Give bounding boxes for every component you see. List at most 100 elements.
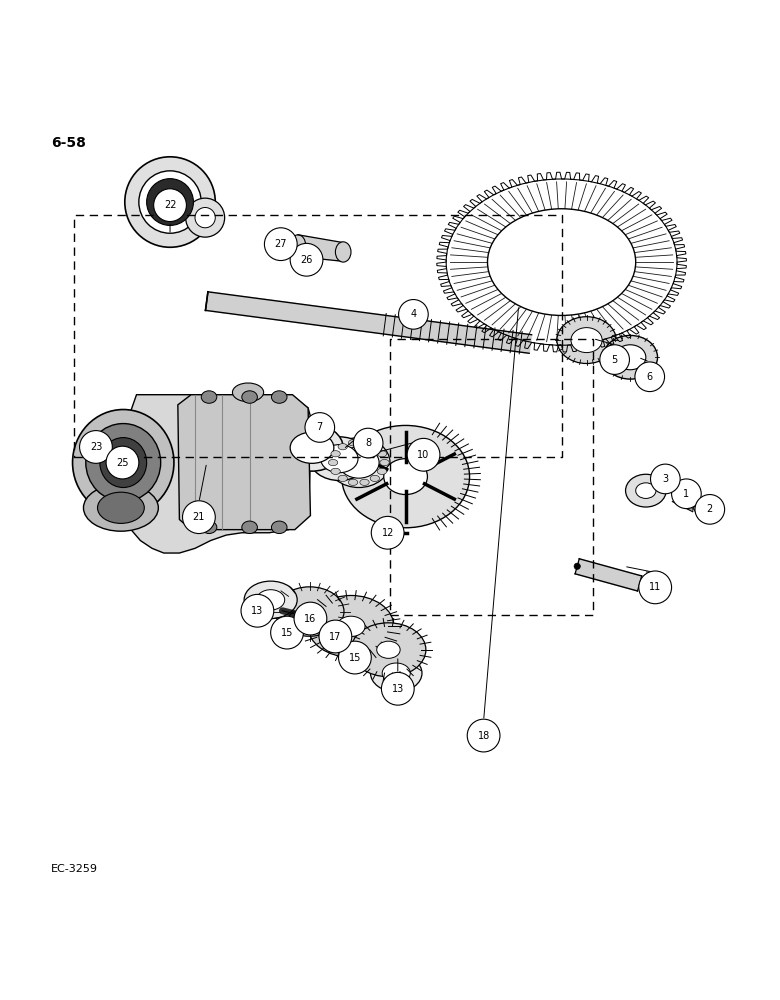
Ellipse shape	[377, 641, 400, 658]
Circle shape	[635, 362, 665, 392]
Text: 23: 23	[90, 442, 102, 452]
Ellipse shape	[201, 521, 217, 534]
Circle shape	[154, 189, 186, 222]
Polygon shape	[178, 395, 310, 530]
Ellipse shape	[125, 157, 215, 247]
Text: 1: 1	[683, 489, 690, 499]
Ellipse shape	[571, 328, 602, 353]
Text: 13: 13	[392, 684, 404, 694]
Ellipse shape	[86, 424, 161, 502]
Ellipse shape	[378, 451, 387, 457]
Circle shape	[264, 228, 297, 261]
Ellipse shape	[257, 590, 285, 610]
Polygon shape	[446, 179, 677, 345]
Ellipse shape	[73, 410, 174, 516]
Ellipse shape	[290, 432, 334, 463]
Text: 12: 12	[381, 528, 394, 538]
Ellipse shape	[195, 208, 215, 228]
Ellipse shape	[328, 459, 338, 466]
Ellipse shape	[281, 424, 343, 471]
Circle shape	[80, 431, 112, 463]
Text: 5: 5	[612, 355, 618, 365]
Ellipse shape	[370, 654, 422, 692]
Ellipse shape	[100, 438, 147, 488]
Text: 18: 18	[477, 731, 490, 741]
Text: 13: 13	[251, 606, 264, 616]
Polygon shape	[575, 559, 642, 591]
Ellipse shape	[271, 521, 287, 534]
Circle shape	[467, 719, 500, 752]
Text: 7: 7	[317, 422, 323, 432]
Circle shape	[339, 641, 371, 674]
Ellipse shape	[275, 587, 344, 636]
Circle shape	[600, 345, 629, 374]
Circle shape	[290, 243, 323, 276]
Text: 4: 4	[410, 309, 417, 319]
Ellipse shape	[342, 425, 470, 528]
Circle shape	[651, 464, 680, 494]
Ellipse shape	[382, 663, 410, 683]
Ellipse shape	[331, 468, 340, 474]
Ellipse shape	[557, 317, 616, 364]
Polygon shape	[693, 496, 718, 520]
Text: 26: 26	[300, 255, 313, 265]
Ellipse shape	[242, 521, 257, 534]
Ellipse shape	[626, 474, 666, 507]
Ellipse shape	[603, 335, 658, 379]
Ellipse shape	[370, 444, 380, 450]
Ellipse shape	[378, 468, 387, 474]
Ellipse shape	[147, 179, 193, 225]
Polygon shape	[298, 235, 343, 261]
Ellipse shape	[360, 440, 369, 446]
Polygon shape	[672, 491, 695, 512]
Ellipse shape	[321, 445, 358, 473]
Text: 16: 16	[304, 614, 317, 624]
Ellipse shape	[360, 479, 369, 485]
Circle shape	[241, 594, 274, 627]
Ellipse shape	[615, 345, 646, 370]
Text: 8: 8	[365, 438, 371, 448]
Circle shape	[407, 438, 440, 471]
Ellipse shape	[280, 233, 286, 239]
Ellipse shape	[232, 383, 264, 402]
Ellipse shape	[335, 242, 351, 262]
Polygon shape	[205, 292, 532, 353]
Ellipse shape	[636, 483, 656, 498]
Ellipse shape	[337, 616, 365, 636]
Ellipse shape	[83, 484, 158, 531]
Text: 15: 15	[349, 653, 361, 663]
Ellipse shape	[351, 623, 426, 677]
Text: 22: 22	[164, 200, 176, 210]
Circle shape	[271, 616, 303, 649]
Ellipse shape	[201, 391, 217, 403]
Ellipse shape	[126, 459, 136, 470]
Circle shape	[353, 428, 383, 458]
Ellipse shape	[338, 475, 347, 482]
Circle shape	[381, 672, 414, 705]
Circle shape	[672, 479, 701, 509]
Ellipse shape	[186, 198, 225, 237]
Ellipse shape	[574, 563, 580, 569]
Polygon shape	[121, 395, 312, 553]
Ellipse shape	[290, 235, 306, 257]
Text: 10: 10	[417, 450, 430, 460]
Text: 11: 11	[649, 582, 661, 592]
Text: 15: 15	[281, 628, 293, 638]
Ellipse shape	[370, 475, 380, 482]
Circle shape	[106, 446, 139, 479]
Ellipse shape	[349, 479, 358, 485]
Circle shape	[305, 413, 335, 442]
Ellipse shape	[349, 440, 358, 446]
Ellipse shape	[139, 171, 201, 233]
Ellipse shape	[310, 437, 369, 481]
Ellipse shape	[338, 444, 347, 450]
Ellipse shape	[308, 595, 394, 657]
Circle shape	[639, 571, 672, 604]
Ellipse shape	[242, 391, 257, 403]
Circle shape	[319, 620, 352, 653]
Circle shape	[695, 495, 725, 524]
Circle shape	[294, 602, 327, 635]
Ellipse shape	[488, 209, 636, 315]
Text: 21: 21	[193, 512, 205, 522]
Circle shape	[371, 516, 404, 549]
